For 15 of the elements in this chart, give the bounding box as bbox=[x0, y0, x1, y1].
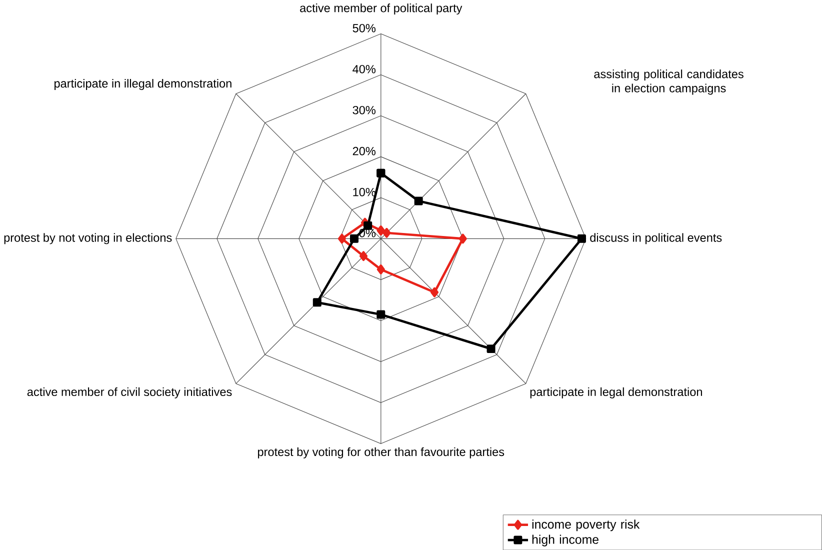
spoke-label: active member of civil society initiatives bbox=[27, 387, 232, 398]
legend-label: income poverty risk bbox=[532, 519, 640, 532]
y-tick-label: 50% bbox=[352, 24, 376, 32]
y-tick-label: 40% bbox=[352, 64, 376, 74]
spoke-label: participate in legal demonstration bbox=[530, 387, 702, 398]
spoke-label: assisting political candidates in election campaigns bbox=[594, 69, 744, 95]
spoke-label: protest by not voting in elections bbox=[4, 233, 172, 244]
y-tick-label: 10% bbox=[353, 188, 376, 196]
spoke-label: active member of political party bbox=[300, 3, 462, 14]
y-tick-label: 30% bbox=[352, 106, 376, 114]
y-tick-label: 20% bbox=[352, 146, 376, 156]
spoke-label: discuss in political events bbox=[590, 233, 722, 244]
legend-label: high income bbox=[532, 534, 598, 546]
spoke-label: participate in illegal demonstration bbox=[54, 78, 232, 90]
spoke-label: protest by voting for other than favourite parties bbox=[258, 447, 504, 458]
